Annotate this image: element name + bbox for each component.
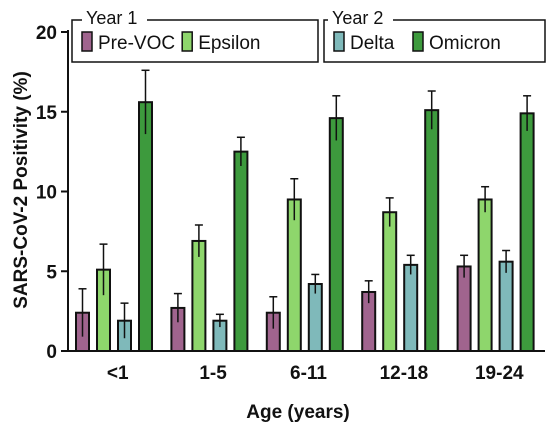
legend-title-gap bbox=[82, 18, 147, 22]
legend-label: Omicron bbox=[429, 33, 501, 54]
x-tick-label: <1 bbox=[107, 363, 129, 384]
legend-label: Epsilon bbox=[198, 33, 260, 54]
x-tick-label: 12-18 bbox=[380, 363, 429, 384]
legend-swatch bbox=[333, 31, 345, 52]
legend-group-box bbox=[323, 19, 546, 63]
bar bbox=[328, 117, 344, 352]
bar bbox=[403, 263, 419, 352]
y-tick-label: 0 bbox=[46, 342, 57, 363]
bar bbox=[424, 109, 440, 352]
bar bbox=[498, 260, 514, 352]
y-tick-label: 10 bbox=[36, 183, 57, 204]
legend-group-box bbox=[71, 19, 319, 63]
legend: Year 1 Pre-VOC Epsilon Year 2 Delta Omicron bbox=[71, 8, 546, 63]
legend-swatch bbox=[81, 31, 93, 52]
legend-group-title: Year 1 bbox=[86, 8, 137, 28]
axes: 0 5 10 15 20 <1 1-5 6-11 12-18 19-24 bbox=[36, 23, 545, 384]
bar bbox=[191, 239, 207, 353]
bar bbox=[307, 283, 323, 353]
y-tick-label: 20 bbox=[36, 23, 57, 44]
bar bbox=[456, 265, 472, 352]
legend-label: Pre-VOC bbox=[98, 33, 175, 54]
bar bbox=[519, 112, 535, 352]
x-tick-label: 6-11 bbox=[290, 363, 327, 384]
bar bbox=[477, 198, 493, 352]
legend-title-gap bbox=[328, 18, 393, 22]
y-tick-label: 5 bbox=[46, 262, 57, 283]
bar bbox=[286, 198, 302, 352]
y-axis-label: SARS-CoV-2 Positivity (%) bbox=[11, 71, 32, 309]
legend-group-title: Year 2 bbox=[332, 8, 383, 28]
bar bbox=[382, 211, 398, 352]
legend-swatch bbox=[181, 31, 193, 52]
x-axis-label: Age (years) bbox=[246, 402, 350, 423]
bar bbox=[233, 150, 249, 352]
y-tick-label: 15 bbox=[36, 103, 58, 124]
legend-swatch bbox=[412, 31, 424, 52]
bar bbox=[138, 101, 153, 353]
x-tick-label: 1-5 bbox=[199, 363, 227, 384]
x-tick-label: 19-24 bbox=[475, 363, 524, 384]
bars bbox=[75, 69, 535, 353]
legend-label: Delta bbox=[350, 33, 395, 54]
